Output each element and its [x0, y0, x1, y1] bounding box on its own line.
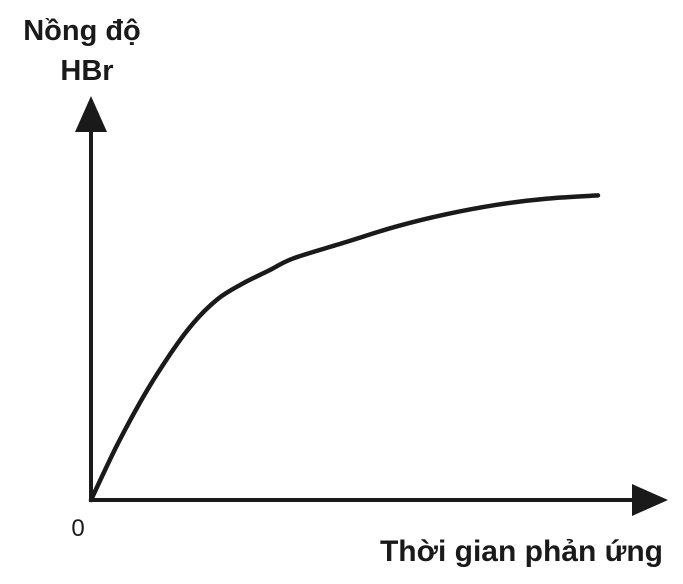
x-axis-label: Thời gian phản ứng: [380, 535, 663, 568]
origin-label: 0: [71, 515, 84, 542]
y-axis-label-line-1: Nồng độ: [23, 15, 141, 47]
x-axis-arrowhead: [632, 484, 668, 516]
series-line-hbr: [88, 193, 601, 503]
y-axis-arrowhead: [75, 96, 107, 132]
y-axis-label-line-2: HBr: [60, 55, 113, 87]
